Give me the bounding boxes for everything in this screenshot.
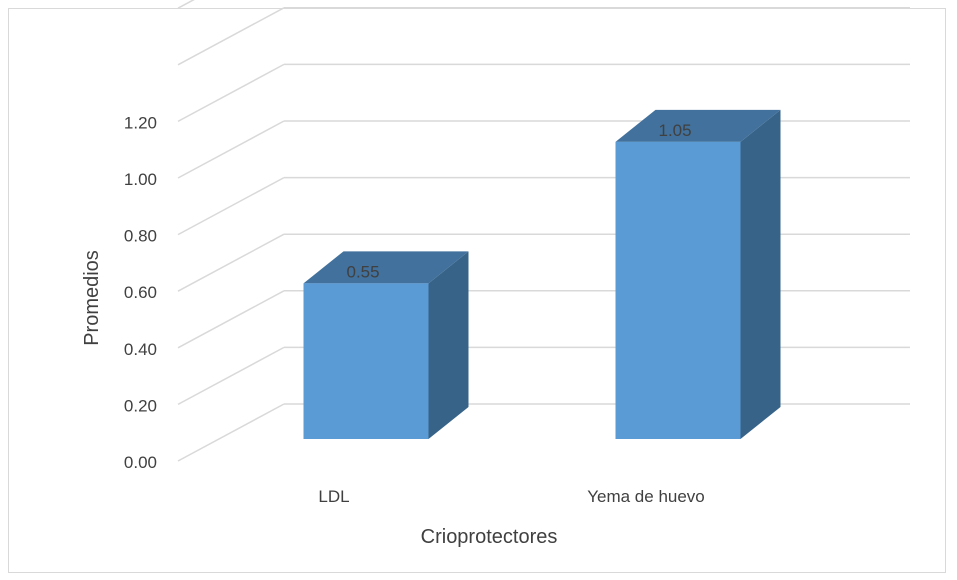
y-tick-label: 1.00 <box>124 170 157 189</box>
y-tick-label: 0.40 <box>124 340 157 359</box>
gridline-diagonal <box>177 7 285 66</box>
data-labels: 0.55 1.05 <box>347 121 692 282</box>
bar-side <box>428 251 469 439</box>
x-axis-title: Crioprotectores <box>421 526 558 548</box>
y-tick-label: 0.00 <box>124 453 157 472</box>
data-label: 1.05 <box>659 121 692 140</box>
y-tick-label: 0.20 <box>124 396 157 415</box>
y-tick-label: 1.20 <box>124 113 157 132</box>
x-tick-label: Yema de huevo <box>587 487 705 506</box>
gridline-diagonal <box>177 346 285 406</box>
data-label: 0.55 <box>347 262 380 281</box>
gridline-diagonal <box>177 0 195 9</box>
gridline-diagonal <box>177 176 285 236</box>
gridline-diagonal <box>177 63 285 123</box>
x-tick-label: LDL <box>318 487 349 506</box>
y-tick-label: 0.80 <box>124 227 157 246</box>
bar-side <box>740 109 781 439</box>
gridline-diagonal <box>177 233 285 292</box>
gridline-diagonal <box>177 290 285 349</box>
bar-top <box>615 109 781 142</box>
y-axis-ticks: 0.00 0.20 0.40 0.60 0.80 1.00 1.20 <box>124 113 157 472</box>
bar-top <box>303 251 469 284</box>
gridline-diagonal <box>177 403 285 462</box>
x-axis-ticks: LDL Yema de huevo <box>318 487 704 506</box>
bar <box>303 283 429 439</box>
gridline-diagonal <box>177 120 285 179</box>
gridlines <box>177 0 910 462</box>
bar <box>615 141 741 439</box>
bars <box>303 109 781 439</box>
y-tick-label: 0.60 <box>124 283 157 302</box>
y-axis-title: Promedios <box>81 250 103 346</box>
